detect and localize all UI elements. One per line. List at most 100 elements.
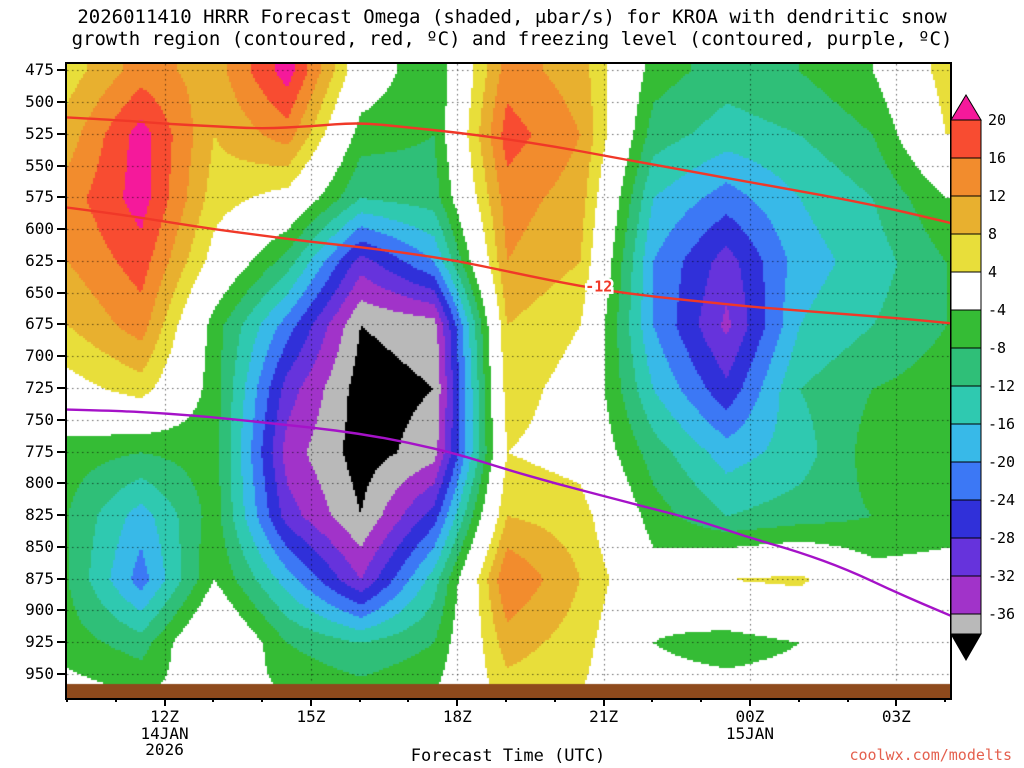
x-tick-label: 15Z	[296, 707, 326, 726]
y-tick-mark	[57, 228, 65, 231]
colorbar-label: -36	[988, 605, 1015, 623]
x-tick-mark	[456, 698, 459, 706]
colorbar-band	[950, 423, 982, 463]
y-tick-label: 750	[25, 409, 54, 429]
colorbar-label: 12	[988, 187, 1006, 205]
x-tick-mark	[163, 698, 166, 706]
y-tick-label: 850	[25, 536, 54, 556]
x-date-label: 14JAN	[140, 724, 189, 743]
x-date-label: 2026	[145, 740, 184, 759]
x-tick-mark	[553, 698, 556, 702]
y-tick-mark	[57, 641, 65, 644]
colorbar-band	[950, 461, 982, 501]
x-tick-mark	[66, 698, 68, 702]
y-tick-label: 725	[25, 377, 54, 397]
y-tick-label: 700	[25, 346, 54, 366]
colorbar-top-triangle	[950, 94, 982, 121]
colorbar-label: 16	[988, 149, 1006, 167]
chart-title-line1: 2026011410 HRRR Forecast Omega (shaded, …	[77, 6, 947, 28]
colorbar-band	[950, 271, 982, 311]
colorbar-label: 8	[988, 225, 997, 243]
colorbar-label: -20	[988, 453, 1015, 471]
x-tick-mark	[407, 698, 410, 702]
y-tick-label: 900	[25, 600, 54, 620]
plot-area: -12	[65, 62, 952, 700]
x-tick-mark	[700, 698, 703, 702]
x-tick-mark	[261, 698, 264, 702]
y-tick-mark	[57, 164, 65, 167]
colorbar-label: 20	[988, 111, 1006, 129]
x-tick-mark	[944, 698, 947, 702]
x-tick-label: 12Z	[150, 707, 180, 726]
y-tick-label: 575	[25, 187, 54, 207]
x-tick-mark	[358, 698, 361, 702]
x-tick-label: 21Z	[589, 707, 619, 726]
colorbar-scale: 20 16 12 8 4 -4 -8 -12 -16 -20 -24 -28 -32 -36	[950, 94, 1015, 662]
colorbar-band	[950, 613, 982, 635]
colorbar-bottom-triangle	[950, 633, 982, 662]
colorbar-label: -28	[988, 529, 1015, 547]
y-tick-label: 825	[25, 505, 54, 525]
y-tick-label: 525	[25, 123, 54, 143]
x-tick-mark	[895, 698, 898, 706]
colorbar-label: -16	[988, 415, 1015, 433]
x-date-label: 15JAN	[725, 724, 775, 743]
y-tick-mark	[57, 609, 65, 612]
y-tick-mark	[57, 259, 65, 262]
colorbar-band	[950, 499, 982, 539]
colorbar-label: 4	[988, 263, 997, 281]
y-tick-mark	[57, 291, 65, 294]
x-tick-mark	[212, 698, 215, 702]
colorbar-band	[950, 119, 982, 159]
y-tick-label: 600	[25, 219, 54, 239]
y-tick-label: 650	[25, 282, 54, 302]
x-tick-label: 00Z	[735, 707, 765, 726]
colorbar-label: -8	[988, 339, 1006, 357]
x-tick-mark	[797, 698, 800, 702]
colorbar-band	[950, 347, 982, 387]
colorbar-label: -24	[988, 491, 1015, 509]
y-tick-label: 625	[25, 250, 54, 270]
y-tick-label: 800	[25, 473, 54, 493]
y-tick-label: 875	[25, 568, 54, 588]
y-tick-mark	[57, 418, 65, 421]
x-tick-mark	[309, 698, 312, 706]
y-tick-mark	[57, 101, 65, 104]
y-tick-mark	[57, 355, 65, 358]
colorbar-band	[950, 157, 982, 197]
y-tick-mark	[57, 450, 65, 453]
colorbar-band	[950, 575, 982, 615]
x-tick-mark	[748, 698, 751, 706]
y-tick-mark	[57, 132, 65, 135]
y-tick-mark	[57, 577, 65, 580]
y-tick-label: 775	[25, 441, 54, 461]
colorbar-label: -12	[988, 377, 1015, 395]
colorbar-band	[950, 385, 982, 425]
y-tick-label: 950	[25, 663, 54, 683]
colorbar-label: -32	[988, 567, 1015, 585]
x-axis-title: Forecast Time (UTC)	[410, 746, 606, 766]
omega-shaded-field	[67, 64, 950, 698]
colorbar-band	[950, 537, 982, 577]
y-tick-mark	[57, 545, 65, 548]
x-tick-mark	[602, 698, 605, 706]
y-tick-label: 475	[25, 60, 54, 80]
y-tick-mark	[57, 323, 65, 326]
y-tick-mark	[57, 482, 65, 485]
y-tick-mark	[57, 69, 65, 72]
y-tick-label: 500	[25, 92, 54, 112]
colorbar-band	[950, 233, 982, 273]
x-tick-mark	[846, 698, 849, 702]
y-tick-mark	[57, 514, 65, 517]
y-tick-label: 925	[25, 632, 54, 652]
y-tick-mark	[57, 386, 65, 389]
colorbar: 20 16 12 8 4 -4 -8 -12 -16 -20 -24 -28 -32 -36	[950, 94, 1024, 662]
y-tick-label: 675	[25, 314, 54, 334]
x-tick-mark	[651, 698, 654, 702]
colorbar-band	[950, 195, 982, 235]
colorbar-band	[950, 309, 982, 349]
x-tick-mark	[505, 698, 508, 702]
x-tick-label: 18Z	[442, 707, 472, 726]
x-tick-label: 03Z	[881, 707, 911, 726]
